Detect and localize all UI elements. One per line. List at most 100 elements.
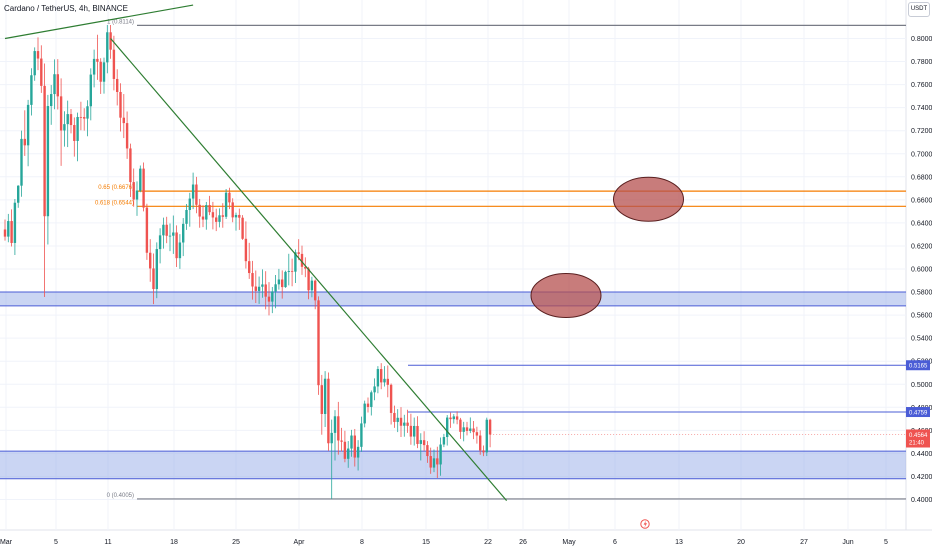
candle-body: [106, 32, 109, 63]
candle-body: [314, 280, 317, 301]
candle-body: [317, 300, 320, 386]
candle-body: [436, 458, 439, 465]
candle-body: [63, 124, 66, 131]
candle-body: [475, 432, 479, 436]
candle-body: [304, 266, 307, 269]
target-ellipse: [613, 176, 684, 222]
price-tick-label: 0.5600: [911, 313, 932, 320]
candle-body: [383, 378, 386, 383]
support-zone: [0, 451, 906, 479]
candle-body: [446, 417, 449, 438]
level-price-tag: [906, 360, 930, 371]
price-tick-label: 0.5400: [911, 336, 932, 343]
candle-body: [172, 232, 175, 236]
time-tick-label: Apr: [294, 539, 306, 546]
candle-body: [307, 268, 310, 291]
candle-body: [3, 229, 7, 237]
price-tick-label: 0.4400: [911, 451, 932, 458]
candle-body: [389, 384, 393, 413]
candle-body: [370, 392, 373, 407]
time-axis[interactable]: Mar 5 11 18 25 Apr 8 15 22 26 May 6 13 20 27 Jun 5: [0, 539, 888, 546]
candle-body: [294, 252, 297, 272]
price-tick-label: 0.6000: [911, 267, 932, 274]
target-ellipses[interactable]: [530, 176, 684, 319]
candle-body: [376, 369, 380, 387]
candle-body: [129, 148, 132, 183]
last-price-tag: [906, 429, 930, 448]
candle-body: [333, 416, 337, 433]
candle-body: [393, 412, 396, 422]
fib-level-label: 0.65 (0.6676): [98, 185, 134, 191]
lightning-icon: [643, 520, 647, 528]
candle-body: [182, 223, 185, 243]
candle-body: [472, 428, 475, 433]
candle-body: [26, 104, 30, 146]
time-tick-label: 5: [884, 539, 888, 546]
candle-body: [337, 416, 340, 441]
candle-body: [380, 369, 383, 383]
candle-body: [455, 416, 459, 420]
candle-body: [112, 49, 116, 79]
candles: [3, 25, 492, 499]
candle-body: [132, 182, 135, 200]
target-ellipse: [530, 273, 602, 319]
level-price-tag-text: 0.5165: [909, 364, 928, 370]
candle-body: [366, 403, 370, 407]
candle-body: [234, 214, 238, 218]
candle-body: [287, 270, 290, 272]
time-tick-label: 11: [104, 539, 111, 546]
candle-body: [218, 215, 221, 222]
candle-body: [327, 378, 330, 444]
candle-body: [343, 441, 347, 459]
candle-body: [462, 427, 465, 432]
candle-body: [413, 425, 416, 437]
candle-body: [257, 286, 261, 291]
support-zone: [0, 292, 906, 306]
candle-body: [323, 378, 327, 414]
candle-body: [330, 432, 333, 444]
candle-body: [442, 437, 446, 445]
time-tick-label: 15: [422, 539, 430, 546]
candle-body: [86, 106, 89, 119]
level-price-tag-text: 0.4759: [909, 410, 928, 416]
candle-body: [274, 284, 277, 292]
candle-body: [267, 296, 271, 302]
candle-body: [432, 458, 436, 468]
candle-body: [469, 428, 472, 431]
trend-line: [4, 4, 194, 40]
time-tick-label: 26: [519, 539, 527, 546]
candle-body: [251, 273, 254, 287]
price-axis[interactable]: 0.8000 0.7800 0.7600 0.7400 0.7200 0.7000 0.68…: [911, 36, 932, 504]
candle-body: [89, 74, 92, 107]
candle-body: [165, 224, 168, 236]
candle-body: [142, 168, 145, 208]
candle-body: [79, 116, 83, 118]
candle-body: [20, 138, 23, 186]
trend-lines[interactable]: [4, 4, 508, 502]
candle-body: [386, 378, 389, 385]
candle-body: [290, 270, 294, 272]
candle-body: [429, 456, 432, 468]
time-tick-label: 8: [360, 539, 364, 546]
candle-body: [488, 419, 492, 435]
candle-body: [96, 58, 99, 62]
price-tick-label: 0.7600: [911, 82, 932, 89]
candle-body: [208, 205, 211, 213]
candle-body: [452, 416, 455, 420]
time-tick-label: 20: [737, 539, 745, 546]
candle-body: [36, 51, 40, 59]
candle-body: [221, 215, 224, 217]
price-tick-label: 0.5000: [911, 382, 932, 389]
candle-body: [50, 94, 53, 107]
candle-body: [363, 403, 366, 424]
candle-body: [409, 425, 413, 437]
fib-level-label: 1 (0.8114): [107, 19, 134, 25]
candle-body: [92, 58, 96, 75]
candle-body: [205, 205, 208, 220]
price-tick-label: 0.4000: [911, 497, 932, 504]
candle-body: [238, 214, 241, 218]
currency-button[interactable]: USDT: [908, 2, 930, 17]
